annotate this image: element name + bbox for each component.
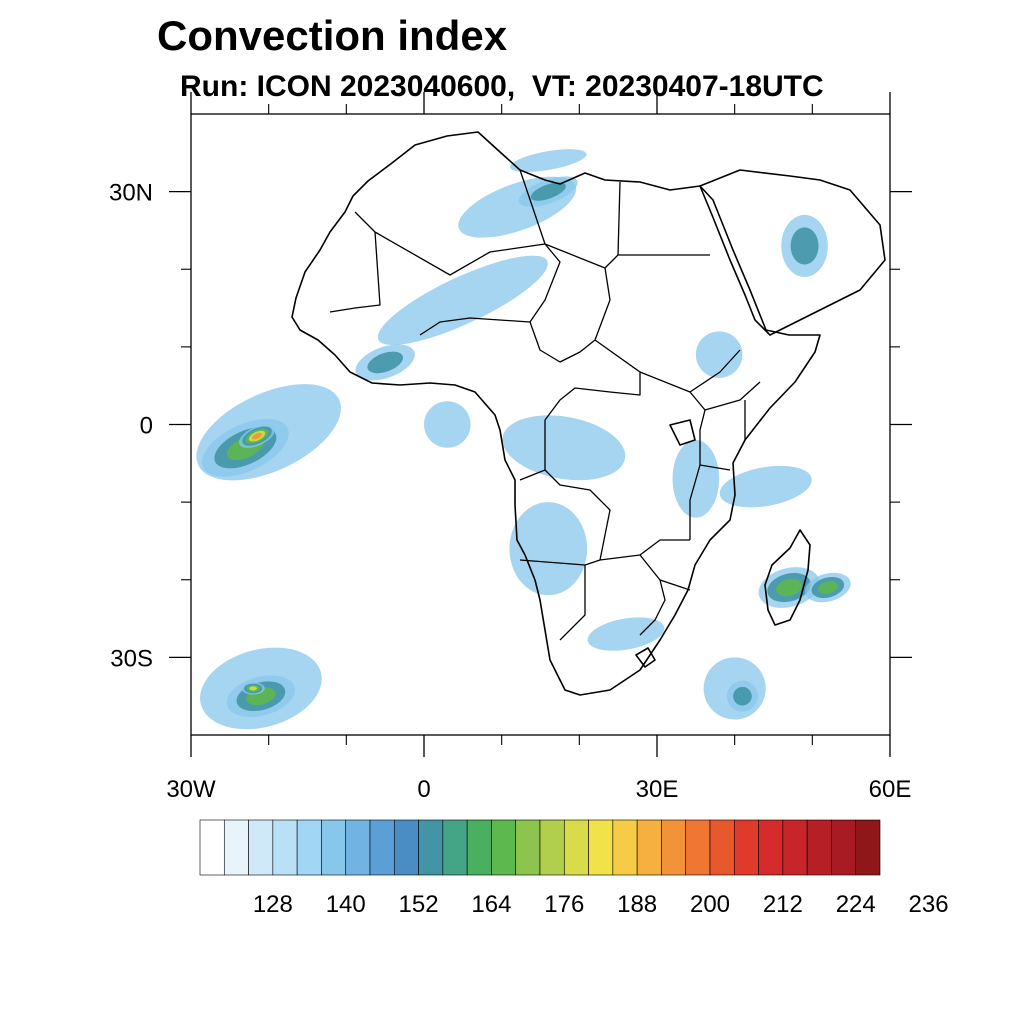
colorbar-swatch <box>272 819 298 876</box>
colorbar-swatch <box>466 819 492 876</box>
colorbar-swatch <box>369 819 395 876</box>
colorbar-label: 140 <box>326 891 366 918</box>
madagascar-coastline <box>764 529 811 626</box>
colorbar-swatch <box>806 819 832 876</box>
colorbar-swatch <box>248 819 274 876</box>
colorbar-swatch <box>612 819 638 876</box>
colorbar-label: 152 <box>399 891 439 918</box>
convection-cell-west-africa-coast-level2 <box>367 351 403 374</box>
convection-cell-gulf-of-guinea <box>424 401 471 448</box>
lesotho <box>635 647 656 668</box>
colorbar-swatch <box>418 819 444 876</box>
colorbar-swatch <box>709 819 735 876</box>
convection-cell-south-africa <box>587 617 665 651</box>
map-panel <box>190 113 891 736</box>
colorbar-swatch <box>831 819 857 876</box>
convection-cell-south-atlantic-peak-level4 <box>249 686 258 691</box>
colorbar-swatch <box>758 819 784 876</box>
colorbar-swatch <box>515 819 541 876</box>
lat-tick-label: 30N <box>109 180 153 207</box>
convection-cell-angola <box>509 502 588 596</box>
colorbar-swatch <box>685 819 711 876</box>
convection-cell-sahel-band <box>377 255 548 345</box>
colorbar-label: 200 <box>690 891 730 918</box>
convection-cell-ethiopia <box>695 331 743 378</box>
colorbar-swatch <box>491 819 517 876</box>
country-borders <box>329 169 761 641</box>
colorbar-swatch <box>855 819 881 876</box>
colorbar-label: 224 <box>836 891 876 918</box>
colorbar-swatch <box>199 819 225 876</box>
colorbar-swatch <box>321 819 347 876</box>
colorbar-label: 128 <box>253 891 293 918</box>
lon-tick-label: 30W <box>166 776 216 803</box>
chart-subtitle: Run: ICON 2023040600, VT: 20230407-18UTC <box>180 70 824 103</box>
colorbar-label: 212 <box>763 891 803 918</box>
colorbar: 128 140 152 164 176 188 200 212 224 236 <box>199 819 949 918</box>
colorbar-swatch <box>296 819 322 876</box>
colorbar-label: 188 <box>617 891 657 918</box>
convection-cell-congo <box>502 415 626 481</box>
convection-cell-equatorial-atlantic-peak-level5 <box>252 432 262 440</box>
colorbar-swatch <box>345 819 371 876</box>
convection-cell-mediterranean-coast <box>509 149 587 172</box>
arabia-coastline <box>699 169 886 336</box>
colorbar-swatch <box>223 819 249 876</box>
colorbar-swatch <box>563 819 589 876</box>
convection-field <box>196 149 851 730</box>
convection-cell-madagascar-level3 <box>775 578 803 597</box>
colorbar-label: 164 <box>471 891 511 918</box>
coastlines-borders <box>291 131 886 696</box>
colorbar-swatch <box>636 819 662 876</box>
convection-cell-arabia-level2 <box>790 227 819 265</box>
convection-cell-madagascar-east-level3 <box>818 581 838 594</box>
convection-cell-tanzania-coast <box>719 465 812 508</box>
lon-tick-label: 0 <box>417 776 430 803</box>
chart-title: Convection index <box>157 12 508 59</box>
lat-tick-label: 30S <box>110 645 153 672</box>
lon-tick-label: 30E <box>636 776 679 803</box>
colorbar-swatch <box>442 819 468 876</box>
colorbar-swatch <box>393 819 419 876</box>
convection-cell-southeast-ocean-core-level2 <box>733 686 752 706</box>
colorbar-label: 236 <box>909 891 949 918</box>
colorbar-swatch <box>661 819 687 876</box>
colorbar-label: 176 <box>544 891 584 918</box>
colorbar-swatch <box>733 819 759 876</box>
lake-victoria <box>669 419 696 446</box>
colorbar-swatch <box>782 819 808 876</box>
lat-tick-label: 0 <box>140 413 153 440</box>
convection-cell-sahara-north-core-level2 <box>530 182 566 201</box>
africa-coastline <box>291 131 821 696</box>
lon-tick-label: 60E <box>869 776 912 803</box>
map-axes: 30W 0 30E 60E 30N 0 30S <box>109 92 912 803</box>
colorbar-swatch <box>588 819 614 876</box>
colorbar-swatch <box>539 819 565 876</box>
